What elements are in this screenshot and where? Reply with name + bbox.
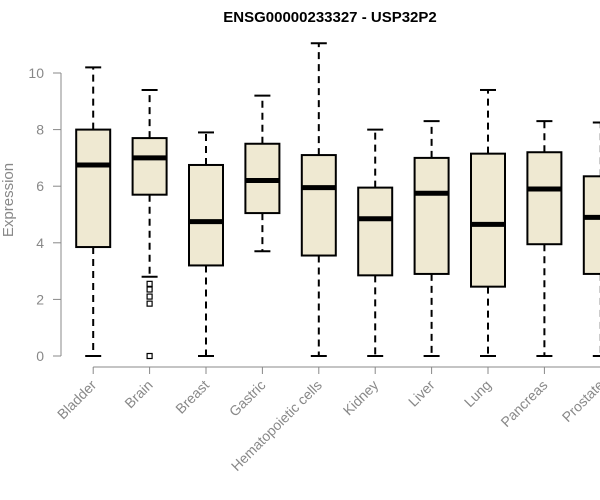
boxes-layer (75, 42, 600, 360)
box-breast (188, 131, 224, 357)
box-pancreas (526, 120, 563, 357)
x-tick-label: Brain (121, 377, 155, 411)
outlier-point (146, 286, 153, 293)
x-tick-label: Liver (405, 377, 438, 410)
box-gastric (244, 94, 281, 253)
x-tick-label: Bladder (54, 377, 100, 423)
iqr-box (413, 156, 450, 275)
x-tick-label: Prostate (559, 377, 600, 425)
box-brain (131, 88, 168, 360)
y-tick-label: 2 (36, 291, 44, 307)
y-tick-label: 0 (36, 348, 44, 364)
outlier-point (146, 293, 153, 300)
x-tick-label: Gastric (226, 377, 269, 420)
outlier-point (146, 300, 153, 307)
box-liver (413, 120, 450, 357)
y-axis: 0 2 4 6 8 10 (28, 65, 62, 364)
box-prostate (582, 121, 600, 357)
y-tick-label: 4 (36, 235, 44, 251)
iqr-box (75, 128, 112, 249)
x-tick-label: Breast (172, 377, 212, 417)
iqr-box (188, 163, 224, 267)
x-tick-label: Kidney (340, 377, 382, 419)
iqr-box (470, 152, 506, 288)
iqr-box (526, 151, 563, 246)
box-kidney (357, 128, 394, 357)
y-tick-label: 8 (36, 122, 44, 138)
outlier-point (146, 280, 153, 287)
y-tick-label: 10 (28, 65, 44, 81)
y-tick-label: 6 (36, 178, 44, 194)
y-axis-label: Expression (0, 163, 17, 237)
iqr-box (582, 175, 600, 275)
box-bladder (75, 66, 112, 357)
x-tick-label: Pancreas (497, 377, 550, 430)
outlier-point (146, 352, 153, 360)
x-tick-label: Lung (461, 377, 494, 410)
iqr-box (357, 186, 394, 277)
iqr-box (300, 154, 337, 257)
box-lung (470, 88, 506, 357)
chart-title: ENSG00000233327 - USP32P2 (223, 9, 436, 26)
box-hematopoietic-cells (300, 42, 337, 357)
iqr-box (131, 137, 168, 196)
